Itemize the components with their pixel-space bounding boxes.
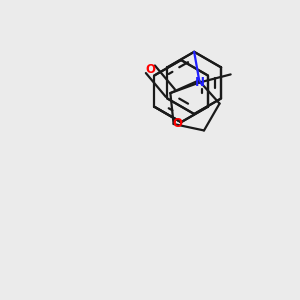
Text: N: N	[195, 76, 205, 89]
Text: O: O	[172, 118, 182, 130]
Text: O: O	[146, 63, 155, 76]
